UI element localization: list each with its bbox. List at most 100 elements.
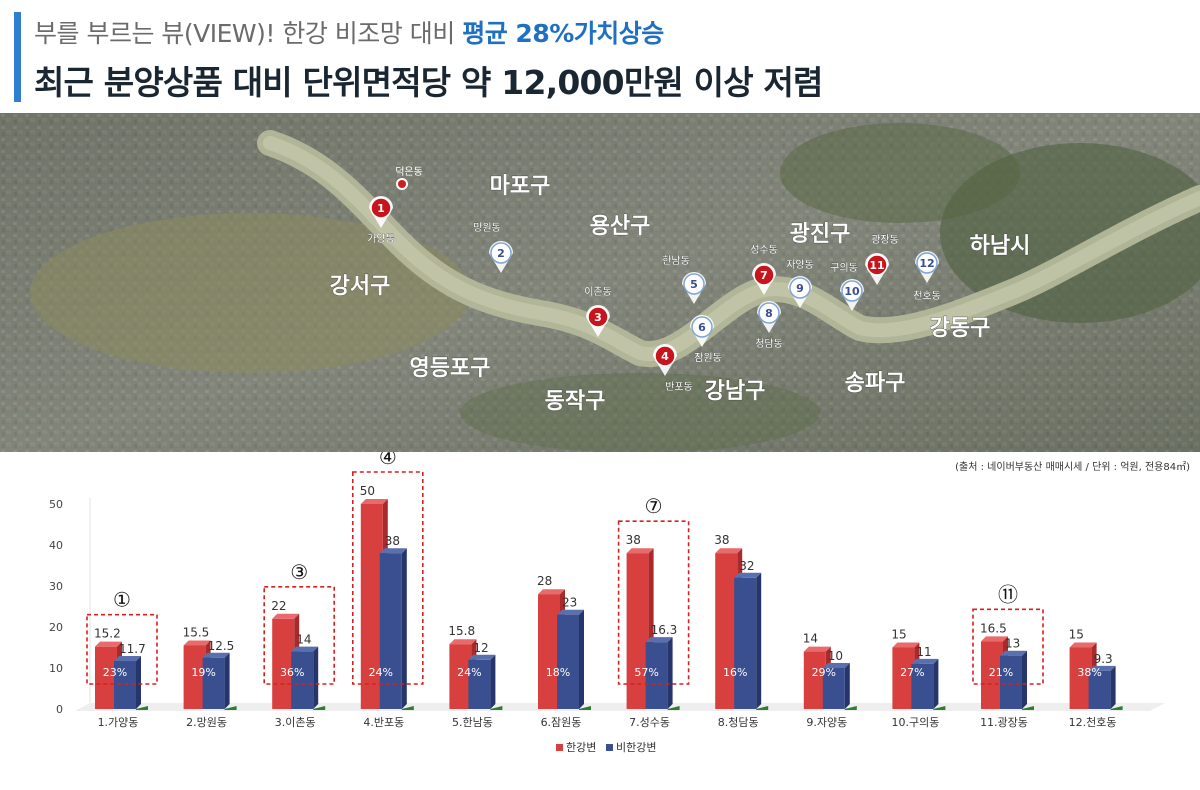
y-tick-label: 50: [49, 498, 63, 511]
value-label-non-river: 38: [385, 534, 400, 548]
map-district-label: 강서구: [330, 274, 391, 299]
map-marker-8: 8 청담동: [755, 301, 783, 350]
premium-label: 23%: [103, 666, 127, 679]
bar-non-river: [202, 652, 230, 709]
premium-label: 19%: [191, 666, 215, 679]
map-marker-label: 한남동: [662, 255, 690, 267]
map-marker-label: 이촌동: [584, 286, 612, 298]
bar-shadow: [756, 706, 769, 710]
chart-area: (출처 : 네이버부동산 매매시세 / 단위 : 억원, 전용84㎡) 0 10 2…: [0, 445, 1200, 786]
map-marker-number: 3: [594, 311, 602, 324]
bar-shadow: [490, 706, 503, 710]
value-label-non-river: 14: [296, 633, 311, 647]
map-marker-2: 2 망원동: [473, 222, 513, 273]
map-marker-label: 반포동: [665, 381, 693, 393]
map-dot-label: 덕은동: [395, 166, 423, 178]
premium-label: 27%: [900, 666, 924, 679]
bar-shadow: [844, 706, 857, 710]
value-label-river: 15.8: [448, 624, 475, 638]
map-marker-number: 5: [690, 278, 698, 291]
bar-shadow: [401, 706, 414, 710]
bar-non-river: [379, 548, 407, 709]
bar-non-river: [291, 646, 319, 709]
value-label-non-river: 10: [828, 649, 843, 663]
highlight-box: [351, 471, 424, 685]
value-label-non-river: 16.3: [651, 623, 678, 637]
source-note: (출처 : 네이버부동산 매매시세 / 단위 : 억원, 전용84㎡): [955, 462, 1190, 473]
map-marker-6: 6 잠원동: [690, 315, 722, 364]
map-marker-number: 4: [661, 350, 669, 363]
map-marker-3: 3 이촌동: [584, 286, 612, 337]
map-marker-10: 10 구의동: [830, 262, 864, 311]
x-tick-label: 7.성수동: [629, 716, 670, 729]
map-marker-12: 12 천호동: [913, 251, 941, 302]
highlight-marker: ⑦: [645, 494, 663, 518]
value-label-river: 15: [1069, 628, 1084, 642]
highlight-box: [972, 608, 1044, 685]
value-label-non-river: 11.7: [119, 642, 146, 656]
map-marker-label: 청담동: [755, 338, 783, 350]
y-tick-label: 20: [49, 621, 63, 634]
map-marker-number: 7: [760, 269, 768, 282]
map-district-label: 광진구: [790, 222, 851, 247]
x-tick-label: 1.가양동: [98, 716, 139, 729]
value-label-river: 15.2: [94, 627, 121, 641]
x-tick-label: 6.잠원동: [541, 716, 582, 729]
value-label-non-river: 12.5: [208, 639, 235, 653]
map-marker-number: 1: [377, 202, 385, 215]
x-tick-label: 10.구의동: [891, 716, 939, 729]
map-marker-number: 2: [497, 247, 505, 260]
bar-chart: 0 10 20 30 40 50 15.211.7 23% 1.가양동 15.512.5 19% 2.…: [49, 445, 1165, 754]
map-marker-4: 4 반포동: [653, 344, 693, 393]
map-marker-label: 자양동: [786, 259, 814, 271]
bar-non-river: [911, 658, 939, 709]
map-district-label: 하남시: [970, 234, 1031, 259]
value-label-river: 38: [714, 533, 729, 547]
value-label-non-river: 12: [473, 641, 488, 655]
map-marker-number: 11: [869, 259, 884, 272]
satellite-map: 마포구 용산구 광진구 하남시 강서구 영등포구 동작구 강남구 송파구 강동구 1 가양동 2 망원동…: [0, 113, 1200, 452]
premium-label: 29%: [812, 666, 836, 679]
value-label-river: 38: [626, 533, 641, 547]
bar-non-river: [1088, 665, 1116, 709]
highlight-marker: ①: [113, 588, 131, 612]
bar-shadow: [136, 706, 148, 710]
x-tick-label: 3.이촌동: [275, 716, 316, 729]
y-tick-label: 30: [49, 580, 63, 593]
value-label-non-river: 32: [739, 559, 754, 573]
map-district-label: 강동구: [930, 316, 991, 341]
header: 부를 부르는 뷰(VIEW)! 한강 비조망 대비 평균 28%가치상승 최근 …: [0, 0, 1200, 112]
map-marker-number: 12: [919, 257, 934, 270]
bar-non-river: [468, 654, 496, 709]
bar-shadow: [313, 706, 326, 710]
premium-label: 24%: [369, 666, 393, 679]
x-tick-label: 2.망원동: [186, 716, 227, 729]
value-label-non-river: 23: [562, 596, 577, 610]
bar-shadow: [1110, 706, 1123, 710]
map-marker-label: 성수동: [750, 244, 778, 256]
highlight-box: [86, 613, 158, 685]
premium-label: 16%: [723, 666, 747, 679]
bar-shadow: [579, 706, 591, 710]
premium-label: 36%: [280, 666, 304, 679]
accent-bar: [14, 12, 21, 102]
value-label-non-river: 13: [1005, 637, 1020, 651]
map-marker-label: 가양동: [367, 233, 395, 245]
subtitle-highlight: 평균 28%가치상승: [462, 19, 664, 48]
bar-non-river: [1000, 650, 1027, 709]
bar-shadow: [933, 706, 946, 710]
bar-non-river: [114, 656, 141, 709]
premium-label: 57%: [634, 666, 658, 679]
x-tick-label: 5.한남동: [452, 716, 493, 729]
map-district-label: 마포구: [490, 174, 551, 199]
x-tick-label: 8.청담동: [718, 716, 759, 729]
bar-non-river: [557, 609, 584, 709]
bar-shadow: [1022, 706, 1034, 710]
premium-label: 18%: [546, 666, 570, 679]
map-marker-label: 구의동: [830, 262, 858, 274]
value-label-river: 50: [360, 484, 375, 498]
premium-label: 21%: [989, 666, 1013, 679]
value-label-river: 22: [271, 599, 286, 613]
map-marker-1: 1 가양동: [367, 196, 395, 245]
